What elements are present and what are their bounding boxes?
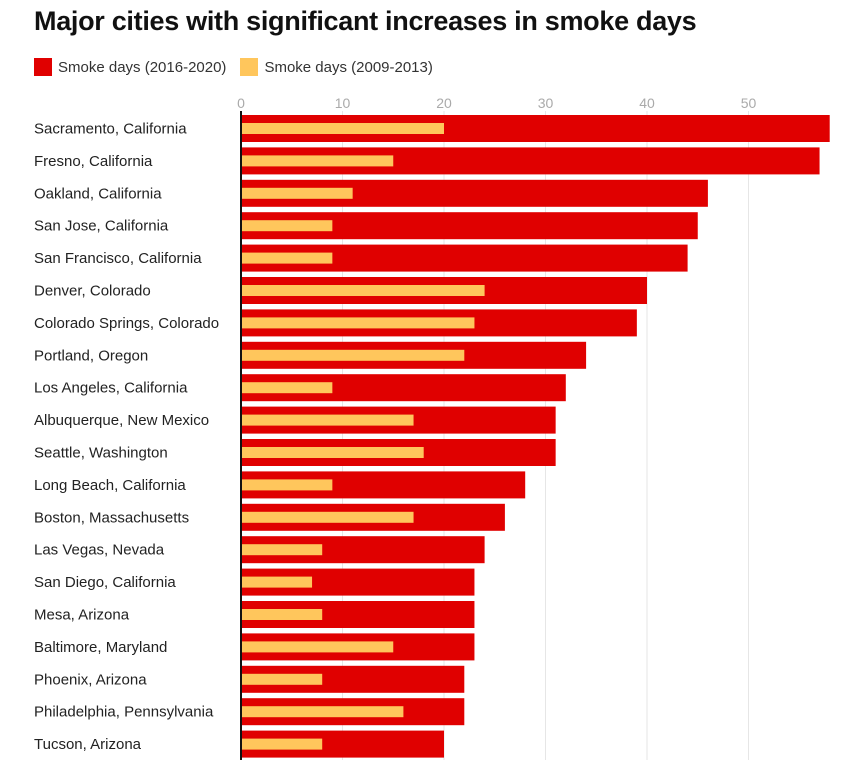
bar-past-san-jose-california: [241, 220, 333, 232]
bar-past-san-francisco-california: [241, 252, 333, 264]
category-label-tucson-arizona: Tucson, Arizona: [34, 736, 142, 753]
bar-past-fresno-california: [241, 155, 394, 167]
legend: Smoke days (2016-2020) Smoke days (2009-…: [34, 58, 447, 76]
legend-swatch-recent: [34, 58, 52, 76]
bar-past-philadelphia-pennsylvania: [241, 706, 404, 718]
bar-past-los-angeles-california: [241, 382, 333, 394]
bar-past-colorado-springs-colorado: [241, 317, 475, 329]
legend-label-recent: Smoke days (2016-2020): [58, 58, 227, 76]
category-label-long-beach-california: Long Beach, California: [34, 477, 186, 494]
bar-past-long-beach-california: [241, 479, 333, 491]
bar-past-las-vegas-nevada: [241, 544, 323, 556]
bar-past-phoenix-arizona: [241, 673, 323, 685]
legend-item-past: Smoke days (2009-2013): [240, 58, 433, 76]
category-label-san-francisco-california: San Francisco, California: [34, 250, 202, 267]
legend-item-recent: Smoke days (2016-2020): [34, 58, 226, 76]
legend-label-past: Smoke days (2009-2013): [264, 58, 433, 76]
category-label-san-jose-california: San Jose, California: [34, 218, 169, 235]
category-label-albuquerque-new-mexico: Albuquerque, New Mexico: [34, 412, 209, 429]
bar-past-sacramento-california: [241, 123, 444, 134]
category-label-philadelphia-pennsylvania: Philadelphia, Pennsylvania: [34, 704, 214, 721]
bar-past-portland-oregon: [241, 349, 465, 361]
bar-past-seattle-washington: [241, 447, 424, 458]
category-label-portland-oregon: Portland, Oregon: [34, 347, 148, 364]
bar-past-oakland-california: [241, 187, 353, 199]
category-label-baltimore-maryland: Baltimore, Maryland: [34, 639, 167, 656]
bar-past-boston-massachusetts: [241, 511, 414, 523]
category-label-phoenix-arizona: Phoenix, Arizona: [34, 671, 147, 688]
category-label-fresno-california: Fresno, California: [34, 153, 153, 170]
category-label-boston-massachusetts: Boston, Massachusetts: [34, 509, 189, 526]
category-label-denver-colorado: Denver, Colorado: [34, 283, 151, 300]
bar-past-san-diego-california: [241, 576, 313, 588]
bar-past-baltimore-maryland: [241, 641, 394, 653]
x-tick-label-10: 10: [335, 95, 351, 111]
bar-past-denver-colorado: [241, 285, 485, 296]
x-tick-label-0: 0: [237, 95, 245, 111]
bar-past-tucson-arizona: [241, 738, 323, 750]
category-label-seattle-washington: Seattle, Washington: [34, 445, 168, 462]
x-tick-label-30: 30: [538, 95, 554, 111]
category-label-colorado-springs-colorado: Colorado Springs, Colorado: [34, 315, 219, 332]
category-label-sacramento-california: Sacramento, California: [34, 121, 187, 138]
x-tick-label-20: 20: [436, 95, 452, 111]
category-label-san-diego-california: San Diego, California: [34, 574, 176, 591]
legend-swatch-past: [240, 58, 259, 76]
category-label-mesa-arizona: Mesa, Arizona: [34, 607, 130, 624]
x-tick-label-50: 50: [741, 95, 757, 111]
bar-past-mesa-arizona: [241, 609, 323, 620]
x-tick-label-40: 40: [639, 95, 655, 111]
chart-title: Major cities with significant increases …: [34, 6, 697, 36]
category-label-los-angeles-california: Los Angeles, California: [34, 380, 188, 397]
category-label-las-vegas-nevada: Las Vegas, Nevada: [34, 542, 165, 559]
category-label-oakland-california: Oakland, California: [34, 185, 162, 202]
bar-past-albuquerque-new-mexico: [241, 414, 414, 426]
